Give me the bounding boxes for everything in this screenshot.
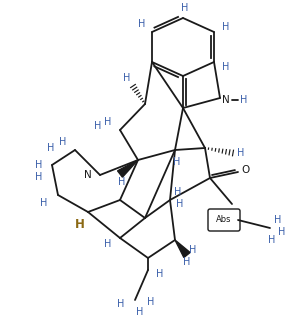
Text: H: H	[237, 148, 245, 158]
Text: H: H	[47, 143, 55, 153]
Text: H: H	[174, 187, 182, 197]
Text: N: N	[84, 170, 92, 180]
Text: H: H	[136, 307, 144, 317]
Text: H: H	[118, 177, 126, 187]
Text: H: H	[222, 22, 230, 32]
Text: H: H	[138, 19, 146, 29]
Text: H: H	[35, 160, 43, 170]
Text: H: H	[35, 172, 43, 182]
Text: H: H	[222, 62, 230, 72]
Polygon shape	[175, 240, 190, 257]
Text: H: H	[240, 95, 248, 105]
Text: Abs: Abs	[216, 215, 232, 224]
Text: H: H	[189, 245, 197, 255]
Text: O: O	[242, 165, 250, 175]
Text: H: H	[181, 3, 189, 13]
Text: H: H	[156, 269, 164, 279]
Text: H: H	[104, 239, 112, 249]
Text: H: H	[278, 227, 286, 237]
Text: H: H	[123, 73, 131, 83]
Text: H: H	[173, 157, 181, 167]
Text: H: H	[94, 121, 102, 131]
Polygon shape	[117, 160, 138, 177]
Text: H: H	[183, 257, 191, 267]
Text: N: N	[222, 95, 230, 105]
Text: H: H	[268, 235, 276, 245]
Text: H: H	[40, 198, 48, 208]
Text: H: H	[176, 199, 184, 209]
Text: H: H	[117, 299, 125, 309]
Text: H: H	[274, 215, 282, 225]
Text: H: H	[59, 137, 67, 147]
Text: H: H	[75, 217, 85, 230]
FancyBboxPatch shape	[208, 209, 240, 231]
Text: H: H	[104, 117, 112, 127]
Text: H: H	[147, 297, 155, 307]
